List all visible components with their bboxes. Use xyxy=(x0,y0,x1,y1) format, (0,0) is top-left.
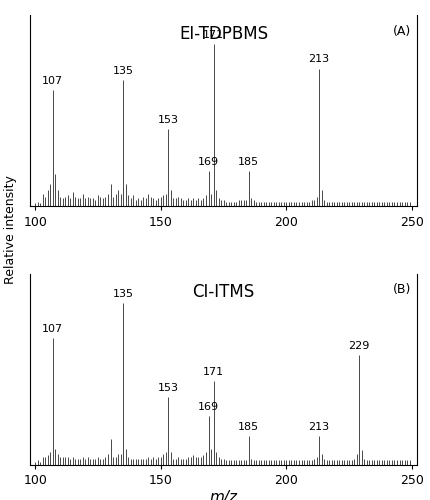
Text: Relative intensity: Relative intensity xyxy=(4,176,17,284)
Text: 169: 169 xyxy=(198,402,219,412)
Text: (A): (A) xyxy=(393,24,411,38)
Text: 171: 171 xyxy=(203,366,224,376)
Text: 135: 135 xyxy=(113,66,134,76)
X-axis label: m/z: m/z xyxy=(209,490,238,500)
Text: EI-TDPBMS: EI-TDPBMS xyxy=(179,24,268,42)
Text: 185: 185 xyxy=(238,422,259,432)
Text: 153: 153 xyxy=(158,383,179,393)
Text: 229: 229 xyxy=(349,340,370,350)
Text: 153: 153 xyxy=(158,114,179,124)
Text: 107: 107 xyxy=(42,324,63,334)
Text: 213: 213 xyxy=(309,422,330,432)
Text: 107: 107 xyxy=(42,76,63,86)
Text: 171: 171 xyxy=(203,30,224,40)
Text: 135: 135 xyxy=(113,288,134,298)
Text: (B): (B) xyxy=(393,283,411,296)
Text: 169: 169 xyxy=(198,156,219,166)
Text: CI-ITMS: CI-ITMS xyxy=(193,283,255,301)
Text: 185: 185 xyxy=(238,156,259,166)
Text: 213: 213 xyxy=(309,54,330,64)
